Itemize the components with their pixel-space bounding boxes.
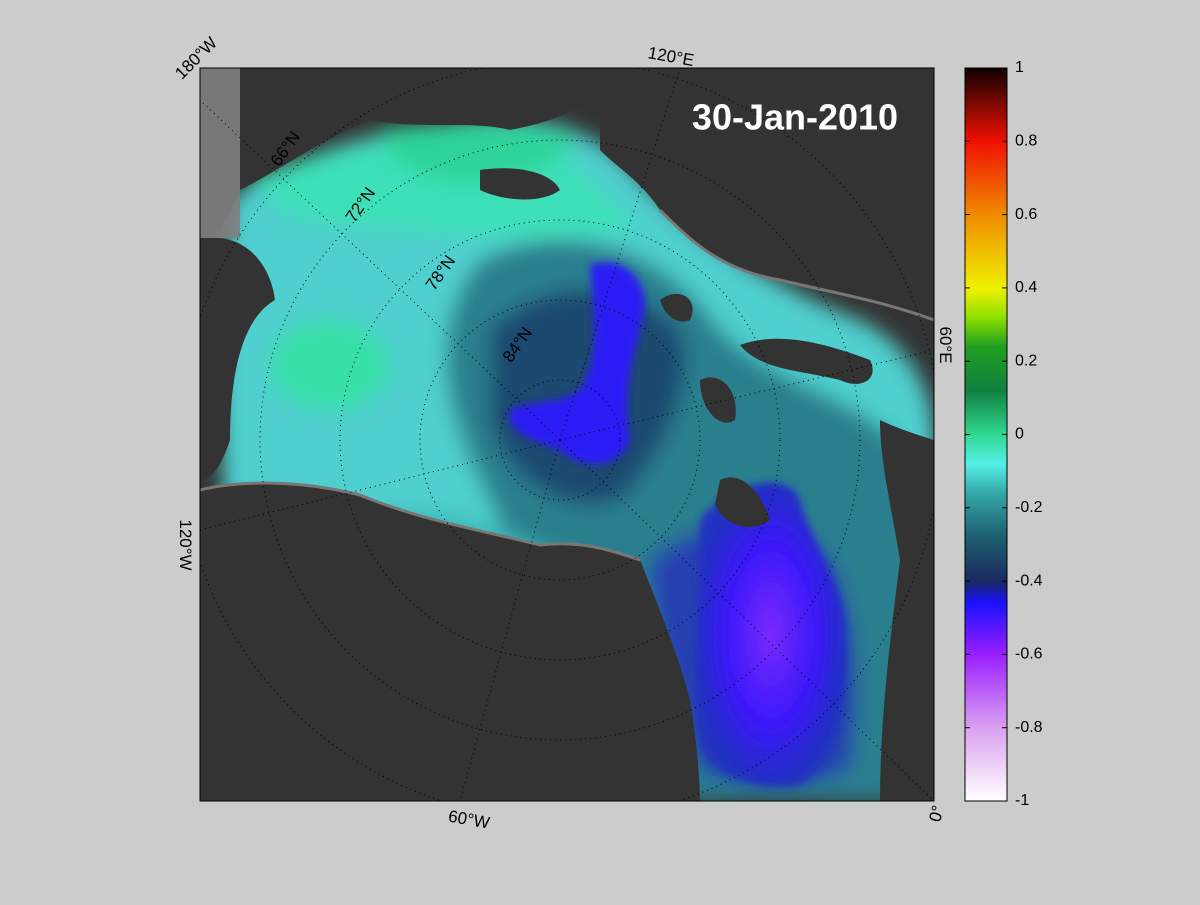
tick-label: 0.6 <box>1015 206 1037 223</box>
lon-label: 60°E <box>936 326 955 363</box>
coastline-edge <box>200 208 934 562</box>
lon-label: 0° <box>925 803 948 824</box>
lon-label: 60°W <box>447 807 491 833</box>
tick-label: -0.4 <box>1015 572 1043 589</box>
tick-label: -0.2 <box>1015 499 1043 516</box>
landmasses <box>200 68 934 801</box>
colorbar: 1 0.8 0.6 0.4 0.2 0 -0.2 -0.4 -0.6 -0.8 -1 <box>964 59 1043 809</box>
tick-label: -0.8 <box>1015 719 1043 736</box>
missing-data <box>200 68 240 238</box>
colorbar-scale <box>964 67 1008 802</box>
map <box>200 68 934 801</box>
map-frame <box>199 67 935 802</box>
tick-label: -1 <box>1015 792 1029 809</box>
tick-label: 0 <box>1015 426 1024 443</box>
lon-label: 120°W <box>176 519 195 570</box>
tick-label: 0.2 <box>1015 352 1037 369</box>
graticule <box>200 68 934 801</box>
date-label: 30-Jan-2010 <box>692 97 898 138</box>
tick-label: -0.6 <box>1015 646 1043 663</box>
tick-label: 0.4 <box>1015 279 1037 296</box>
tick-label: 1 <box>1015 59 1024 76</box>
strong-anomaly <box>509 262 847 787</box>
lon-label: 120°E <box>646 43 695 70</box>
tick-label: 0.8 <box>1015 133 1037 150</box>
